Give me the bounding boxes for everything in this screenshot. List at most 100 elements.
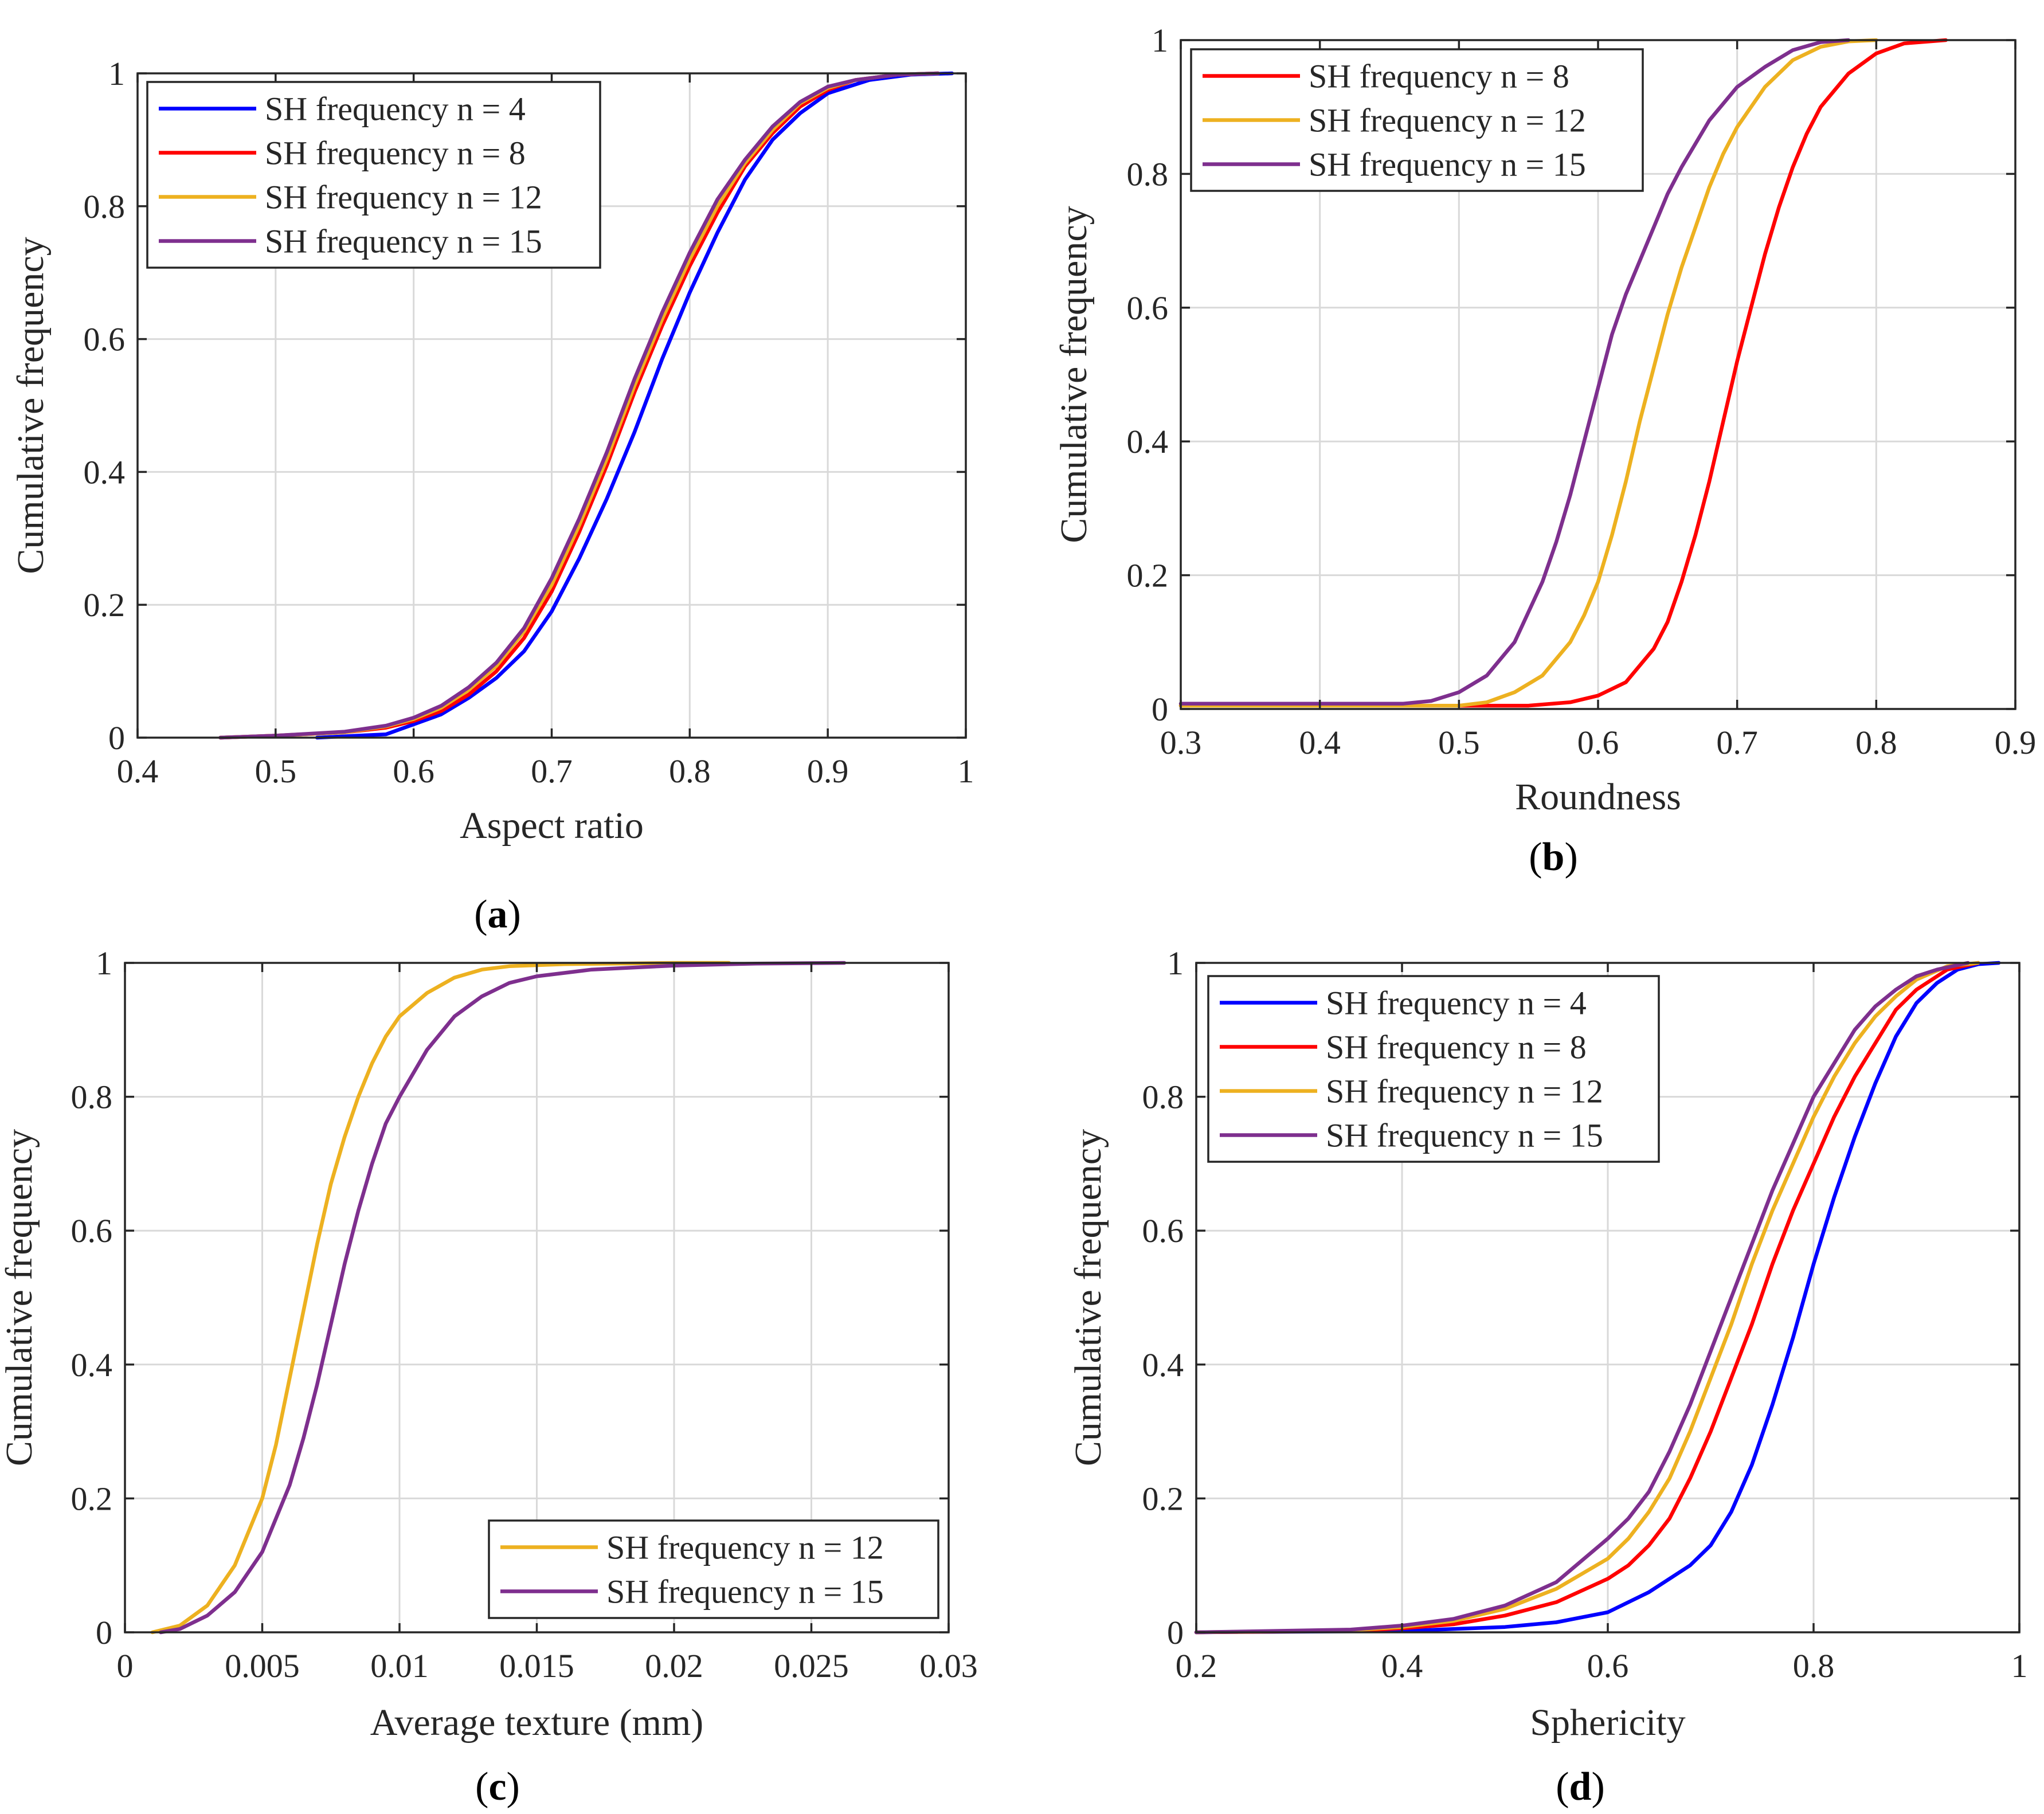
panel-d-x-tick-label: 0.2 (1176, 1647, 1217, 1684)
panel-b-x-axis-label: Roundness (1515, 776, 1681, 818)
panel-d-legend: SH frequency n = 4 SH frequency n = 8 SH f… (1207, 975, 1660, 1163)
panel-b-x-tick-label: 0.6 (1577, 724, 1619, 761)
panel-b-legend: SH frequency n = 8 SH frequency n = 12 SH … (1190, 48, 1644, 192)
panel-d-caption: (d) (1556, 1765, 1605, 1809)
panel-b: 0.3 0.4 0.5 0.6 0.7 0.8 0.9 0 0.2 0.4 0.6 0.8 1 Round… (1053, 22, 2036, 879)
panel-d-x-tick-label: 0.4 (1381, 1647, 1423, 1684)
panel-b-caption-open-paren: ( (1529, 835, 1542, 879)
panel-b-series-n15-line (1178, 38, 1851, 706)
panel-a-x-tick-label: 0.5 (255, 753, 297, 790)
panel-c-x-tick-label: 0.03 (919, 1647, 978, 1684)
panel-c-x-tick-label: 0.01 (370, 1647, 429, 1684)
panel-a-legend-label-n12: SH frequency n = 12 (265, 179, 542, 216)
panel-b-caption-letter: b (1542, 835, 1565, 879)
panel-d-caption-letter: d (1569, 1765, 1592, 1809)
panel-d-caption-close-paren: ) (1591, 1765, 1604, 1809)
panel-d-y-tick-label: 0.6 (1142, 1212, 1184, 1249)
panel-a-legend-box (146, 81, 601, 269)
panel-b-x-tick-label: 0.3 (1160, 724, 1202, 761)
panel-a-series-n4-line (315, 71, 954, 740)
panel-b-y-tick-label: 0.2 (1127, 557, 1169, 594)
panel-a-caption-open-paren: ( (474, 892, 487, 937)
panel-a-series-n15-line (218, 71, 941, 740)
panel-c-caption-open-paren: ( (475, 1765, 488, 1809)
panel-b-legend-label-n12: SH frequency n = 12 (1309, 102, 1586, 139)
panel-b-x-tick-label: 0.9 (1995, 724, 2037, 761)
panel-a-caption-letter: a (488, 892, 508, 937)
panel-d: 0.2 0.4 0.6 0.8 100.20.40.60.81SphericityCum… (1067, 945, 2028, 1809)
panel-d-y-tick-label: 0.2 (1142, 1480, 1184, 1517)
panel-a-x-axis-label: Aspect ratio (460, 805, 644, 847)
panel-a-x-tick-label: 0.7 (531, 753, 573, 790)
panel-a-y-tick-label: 0.8 (84, 188, 126, 225)
panel-d-y-tick-label: 0.4 (1142, 1346, 1184, 1384)
panel-b-y-tick-label: 0 (1152, 691, 1168, 728)
panel-d-legend-label-n8: SH frequency n = 8 (1326, 1029, 1587, 1066)
panel-d-legend-label-n15: SH frequency n = 15 (1326, 1117, 1603, 1154)
panel-a-y-tick-label: 0.6 (84, 321, 126, 358)
panel-b-y-axis-label: Cumulative frequency (1053, 206, 1095, 543)
panel-c-caption-letter: c (488, 1765, 506, 1809)
panel-b-y-tick-label: 0.8 (1127, 155, 1169, 193)
panel-d-y-tick-label: 0.8 (1142, 1079, 1184, 1116)
panel-b-x-tick-label: 0.7 (1716, 724, 1758, 761)
panel-c-legend-box (488, 1519, 939, 1619)
panel-d-y-axis-label: Cumulative frequency (1067, 1129, 1109, 1466)
panel-c-x-tick-label: 0.005 (225, 1647, 300, 1684)
panel-a: 0.4 0.5 0.6 0.7 0.8 0.9 1 0 0.2 0.4 0.6 0.8 1 Aspect … (10, 55, 974, 937)
panel-d-series-n8-line (1194, 961, 1980, 1635)
panel-c-y-tick-label: 0.8 (71, 1079, 113, 1116)
panel-c-y-tick-label: 0 (96, 1614, 112, 1651)
panel-c-caption: (c) (475, 1765, 520, 1809)
panel-d-x-tick-label: 1 (2011, 1647, 2028, 1684)
panel-a-legend-label-n15: SH frequency n = 15 (265, 223, 542, 260)
panel-b-caption-close-paren: ) (1564, 835, 1577, 879)
panel-b-x-tick-label: 0.5 (1438, 724, 1480, 761)
panel-c-legend-label-n12: SH frequency n = 12 (606, 1529, 884, 1566)
panel-d-x-axis-label: Sphericity (1530, 1702, 1685, 1744)
panel-c-x-axis-label: Average texture (mm) (370, 1702, 704, 1744)
panel-b-legend-label-n8: SH frequency n = 8 (1309, 58, 1569, 95)
panel-b-series-n8-line (1178, 38, 1948, 708)
panel-c-y-tick-label: 1 (96, 945, 112, 982)
panel-a-y-tick-label: 1 (108, 55, 125, 92)
panel-c-series-n12-line (150, 961, 731, 1635)
panel-d-legend-label-n12: SH frequency n = 12 (1326, 1073, 1603, 1110)
panel-d-series-n4-line (1194, 961, 2001, 1635)
panel-d-legend-label-n4: SH frequency n = 4 (1326, 985, 1587, 1022)
panel-a-caption: (a) (474, 892, 521, 937)
panel-a-y-tick-label: 0.2 (84, 586, 126, 624)
panel-c-legend: SH frequency n = 12 SH frequency n = 15 (488, 1519, 939, 1619)
panel-c-y-tick-label: 0.2 (71, 1480, 113, 1517)
panel-a-legend-label-n4: SH frequency n = 4 (265, 91, 526, 128)
panel-a-x-tick-label: 0.9 (807, 753, 849, 790)
panel-a-caption-close-paren: ) (508, 892, 521, 937)
panel-c-y-axis-label: Cumulative frequency (0, 1129, 40, 1466)
panel-d-x-tick-label: 0.6 (1587, 1647, 1629, 1684)
panel-b-y-tick-label: 0.4 (1127, 423, 1169, 460)
panel-a-y-tick-label: 0 (108, 719, 125, 757)
panel-b-legend-label-n15: SH frequency n = 15 (1309, 146, 1586, 183)
panel-c-y-tick-label: 0.6 (71, 1212, 113, 1249)
panel-d-y-tick-label: 0 (1167, 1614, 1184, 1651)
panel-a-x-tick-label: 0.8 (669, 753, 711, 790)
panel-a-x-tick-label: 1 (958, 753, 974, 790)
panel-b-series-n12-line (1178, 38, 1878, 708)
panel-c-x-tick-label: 0.025 (774, 1647, 849, 1684)
panel-c-x-tick-label: 0 (117, 1647, 134, 1684)
panel-c: 0 0.005 0.01 0.015 0.02 0.025 0.03 0 0.2 0.4 0.6 0.… (0, 945, 978, 1809)
panel-b-x-tick-label: 0.8 (1855, 724, 1897, 761)
panel-a-legend: SH frequency n = 4 SH frequency n = 8 SH f… (146, 81, 601, 269)
panel-d-series-n15-line (1194, 961, 1970, 1635)
panel-d-x-tick-label: 0.8 (1793, 1647, 1835, 1684)
panel-d-legend-box (1207, 975, 1660, 1163)
panel-c-x-tick-label: 0.015 (499, 1647, 574, 1684)
panel-a-legend-label-n8: SH frequency n = 8 (265, 135, 526, 172)
panel-a-y-tick-label: 0.4 (84, 453, 126, 491)
panel-c-y-tick-label: 0.4 (71, 1346, 113, 1384)
panel-d-y-tick-label: 1 (1167, 945, 1184, 982)
panel-c-caption-close-paren: ) (507, 1765, 520, 1809)
panel-c-series-n15-line (159, 961, 847, 1635)
panel-b-y-tick-label: 1 (1152, 22, 1168, 59)
